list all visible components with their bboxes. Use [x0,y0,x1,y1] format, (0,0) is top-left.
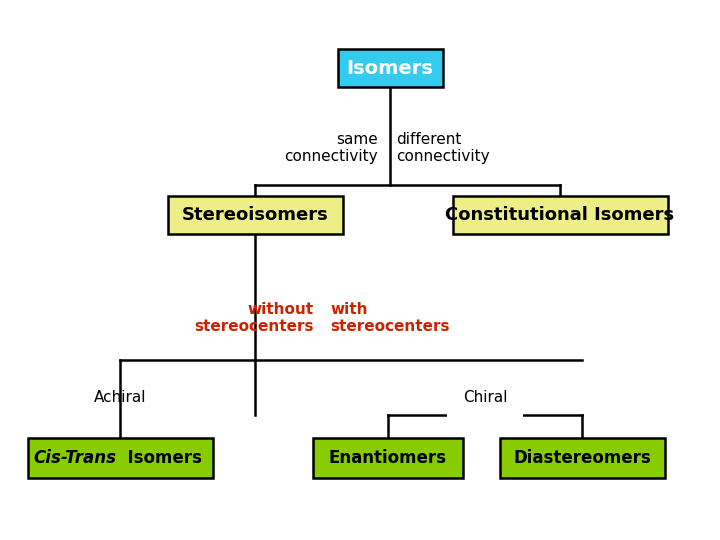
Text: Isomers: Isomers [346,58,433,78]
FancyBboxPatch shape [313,438,463,478]
Text: Diastereomers: Diastereomers [513,449,651,467]
FancyBboxPatch shape [27,438,212,478]
FancyBboxPatch shape [168,196,343,234]
Text: Chiral: Chiral [463,390,508,406]
FancyBboxPatch shape [452,196,667,234]
Text: without
stereocenters: without stereocenters [194,302,314,334]
Text: Cis-Trans: Cis-Trans [33,449,116,467]
Text: Constitutional Isomers: Constitutional Isomers [446,206,675,224]
Text: Stereoisomers: Stereoisomers [181,206,328,224]
FancyBboxPatch shape [338,49,443,87]
Text: Achiral: Achiral [94,390,146,406]
FancyBboxPatch shape [500,438,665,478]
Text: Isomers: Isomers [116,449,202,467]
Text: different
connectivity: different connectivity [396,132,490,164]
Text: with
stereocenters: with stereocenters [330,302,449,334]
Text: Enantiomers: Enantiomers [329,449,447,467]
Text: same
connectivity: same connectivity [284,132,378,164]
